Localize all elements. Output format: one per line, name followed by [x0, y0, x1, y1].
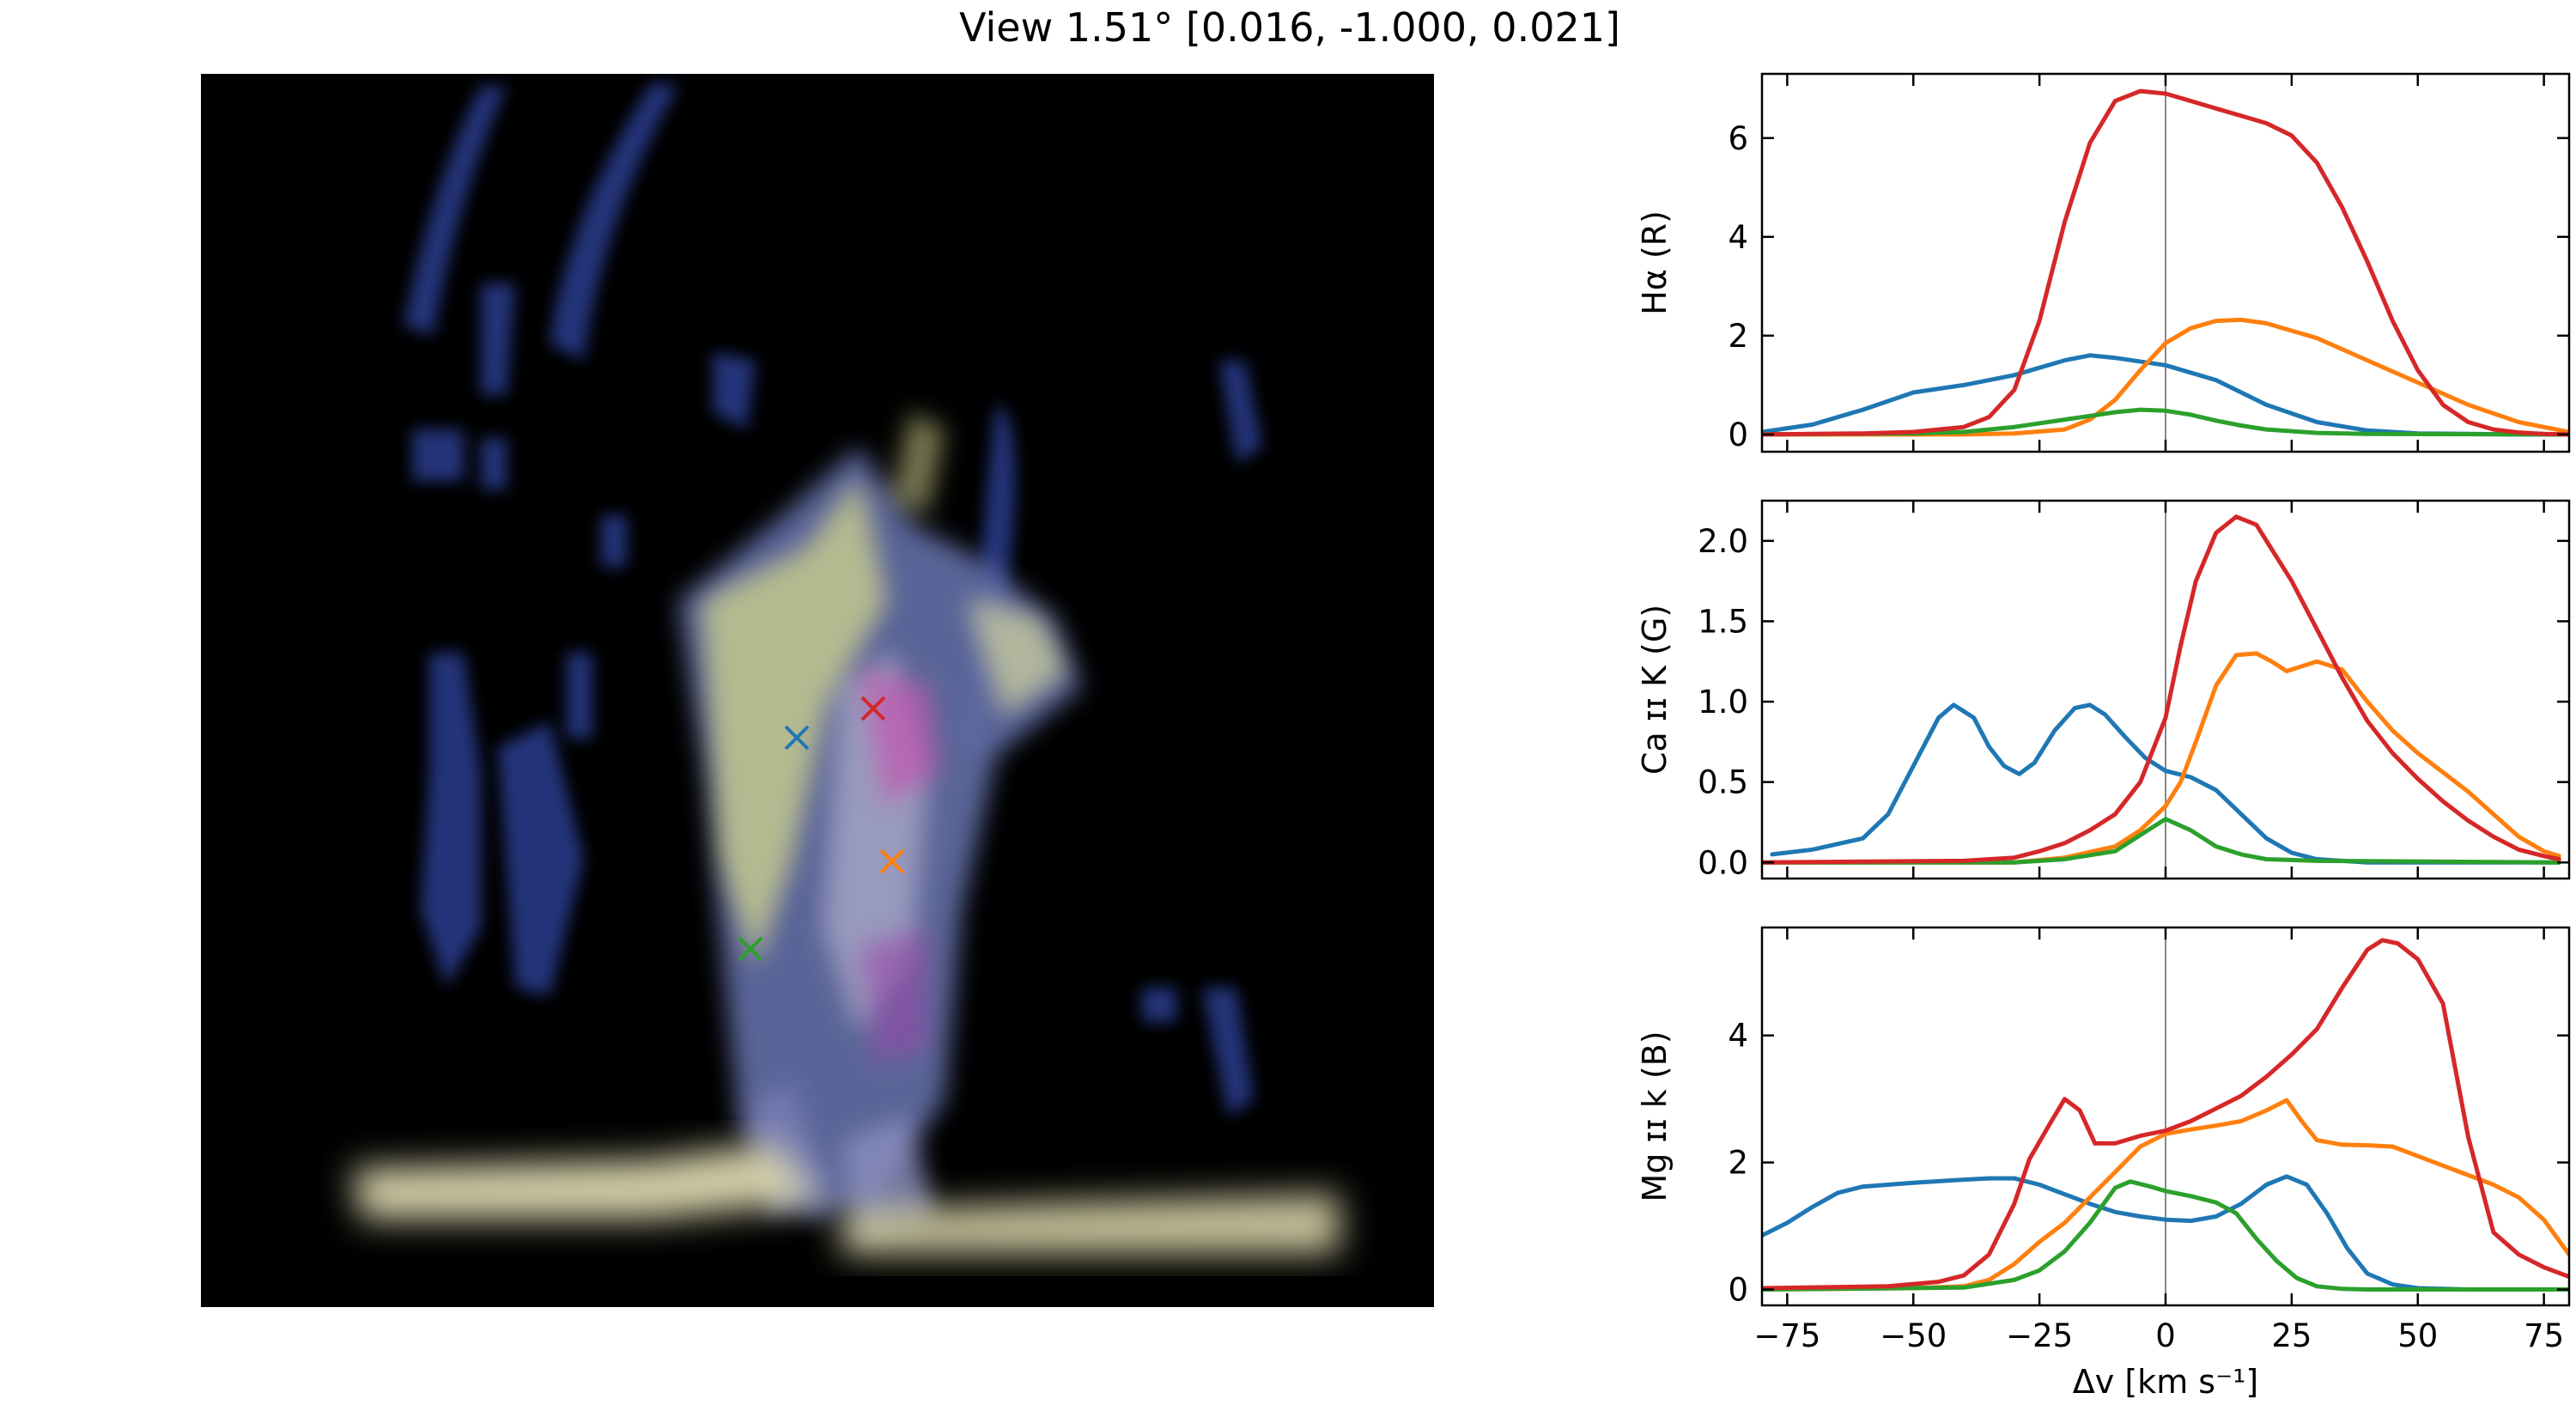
series-line-orange [1762, 1098, 2569, 1292]
series-line-green [1762, 817, 2561, 865]
series-line-orange [1762, 317, 2569, 437]
profile-panel-3: −75 −50 −25 0 25 50 75 0 2 4 Mg ɪɪ k (B) Δv [km s⁻¹… [1636, 926, 2571, 1401]
synthetic-image-panel [201, 74, 1434, 1307]
y-tick-label: 1.0 [1698, 684, 1748, 721]
y-axis-label: Hα (R) [1636, 210, 1674, 315]
x-tick-label: 0 [2155, 1317, 2176, 1354]
series-line-red [1762, 938, 2569, 1291]
series-line-green [1762, 407, 2569, 437]
series-line-red [1762, 514, 2561, 865]
series-line-blue [1762, 1174, 2569, 1292]
series-line-green [1762, 1179, 2569, 1292]
x-tick-label: 75 [2524, 1317, 2564, 1354]
x-axis-label: Δv [km s⁻¹] [2073, 1363, 2258, 1401]
y-tick-label: 0.0 [1698, 844, 1748, 881]
marker-blue [784, 725, 810, 751]
x-tick-label: −25 [2006, 1317, 2073, 1354]
series-line-orange [1762, 651, 2561, 865]
x-tick-label: −75 [1753, 1317, 1820, 1354]
profile-panel-1: 0 2 4 6 Hα (R) [1636, 72, 2571, 453]
image-core-structure [678, 412, 1082, 1237]
x-tick-label: 25 [2271, 1317, 2312, 1354]
y-tick-label: 0 [1728, 1272, 1748, 1309]
y-tick-label: 2.0 [1698, 523, 1748, 560]
y-tick-label: 4 [1728, 1018, 1748, 1055]
profile-panel-2: 0.0 0.5 1.0 1.5 2.0 Ca ɪɪ K (G) [1636, 499, 2571, 881]
y-tick-label: 1.5 [1698, 603, 1748, 640]
y-tick-label: 4 [1728, 219, 1748, 256]
y-tick-label: 2 [1728, 1145, 1748, 1182]
y-axis-label: Mg ɪɪ k (B) [1636, 1031, 1674, 1201]
y-tick-label: 0 [1728, 417, 1748, 453]
y-tick-label: 6 [1728, 120, 1748, 157]
marker-orange [879, 848, 905, 874]
series-line-red [1762, 88, 2569, 437]
figure-title: View 1.51° [0.016, -1.000, 0.021] [959, 4, 1620, 51]
x-tick-label: 50 [2397, 1317, 2438, 1354]
image-bright-base [352, 1142, 1340, 1254]
marker-red [860, 696, 886, 721]
y-axis-label: Ca ɪɪ K (G) [1636, 605, 1674, 775]
y-tick-label: 0.5 [1698, 764, 1748, 801]
series-line-blue [1770, 702, 2561, 865]
x-tick-label: −50 [1880, 1317, 1947, 1354]
marker-green [738, 936, 763, 962]
y-tick-label: 2 [1728, 318, 1748, 355]
